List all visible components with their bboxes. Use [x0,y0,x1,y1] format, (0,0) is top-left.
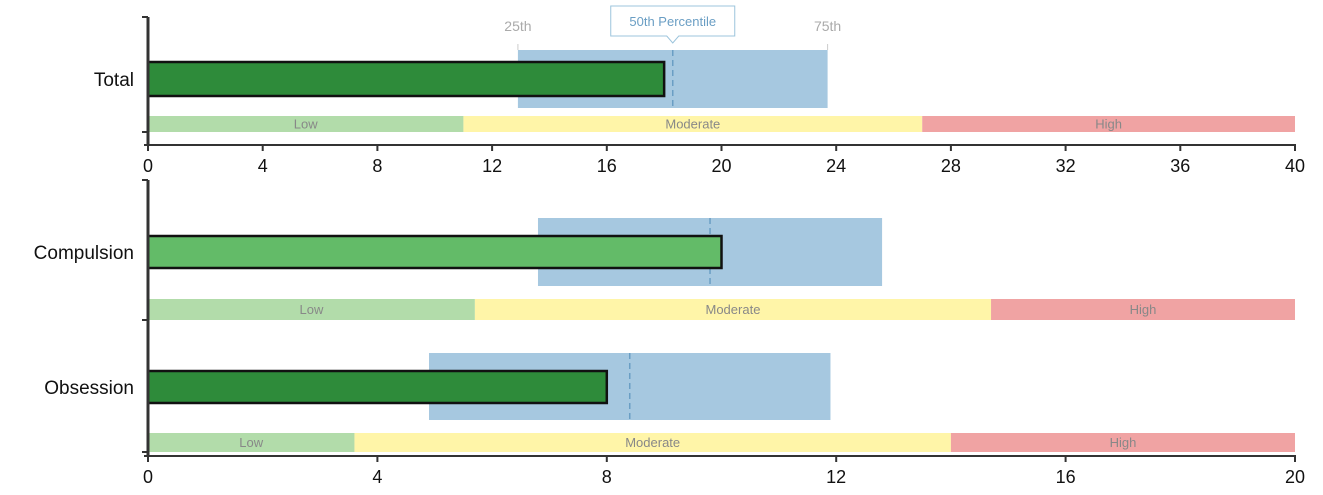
x-axis-1-tick-label-8: 32 [1056,156,1076,176]
x-axis-1-tick-label-3: 12 [482,156,502,176]
x-axis-1-tick-label-1: 4 [258,156,268,176]
obsession-score-bar [146,369,609,405]
total-band-moderate [463,116,923,132]
x-axis-2-tick-label-3: 12 [826,467,846,487]
obsession-label: Obsession [44,378,134,399]
obsession-band-low [148,433,355,452]
median-callout-label: 50th Percentile [629,14,716,29]
total-score-bar [146,60,666,98]
x-axis-2-tick-label-4: 16 [1056,467,1076,487]
total-band-low-label: Low [294,117,318,132]
compulsion-band-high-label: High [1130,302,1157,317]
x-axis-2-tick-label-0: 0 [143,467,153,487]
total-label: Total [94,70,134,91]
compulsion-band-low [148,299,475,320]
total-band-low [148,116,464,132]
compulsion-band-moderate [474,299,992,320]
p25-label: 25th [504,18,531,34]
x-axis-1-tick-label-5: 20 [711,156,731,176]
total-band-moderate-label: Moderate [665,117,720,132]
x-axis-2-tick-label-1: 4 [372,467,382,487]
x-axis-2-tick-label-2: 8 [602,467,612,487]
compulsion-label: Compulsion [34,243,134,264]
obsession-band-high [950,433,1295,452]
x-axis-1-tick-label-10: 40 [1285,156,1305,176]
x-axis-1-tick-label-9: 36 [1170,156,1190,176]
obsession-band-high-label: High [1110,435,1137,450]
total-band-high [922,116,1295,132]
x-axis-1-tick-label-7: 28 [941,156,961,176]
obsession-band-low-label: Low [239,435,263,450]
x-axis-1-tick-label-6: 24 [826,156,846,176]
compulsion-band-high [991,299,1295,320]
compulsion-score-bar [146,234,723,270]
x-axis-1-tick-label-4: 16 [597,156,617,176]
obsession-band-moderate [354,433,951,452]
x-axis-1-tick-label-0: 0 [143,156,153,176]
p75-label: 75th [814,18,841,34]
compulsion-band-moderate-label: Moderate [706,302,761,317]
median-callout-box [610,5,736,44]
total-band-high-label: High [1095,117,1122,132]
x-axis-1-tick-label-2: 8 [372,156,382,176]
x-axis-2-tick-label-5: 20 [1285,467,1305,487]
obsession-band-moderate-label: Moderate [625,435,680,450]
compulsion-band-low-label: Low [300,302,324,317]
